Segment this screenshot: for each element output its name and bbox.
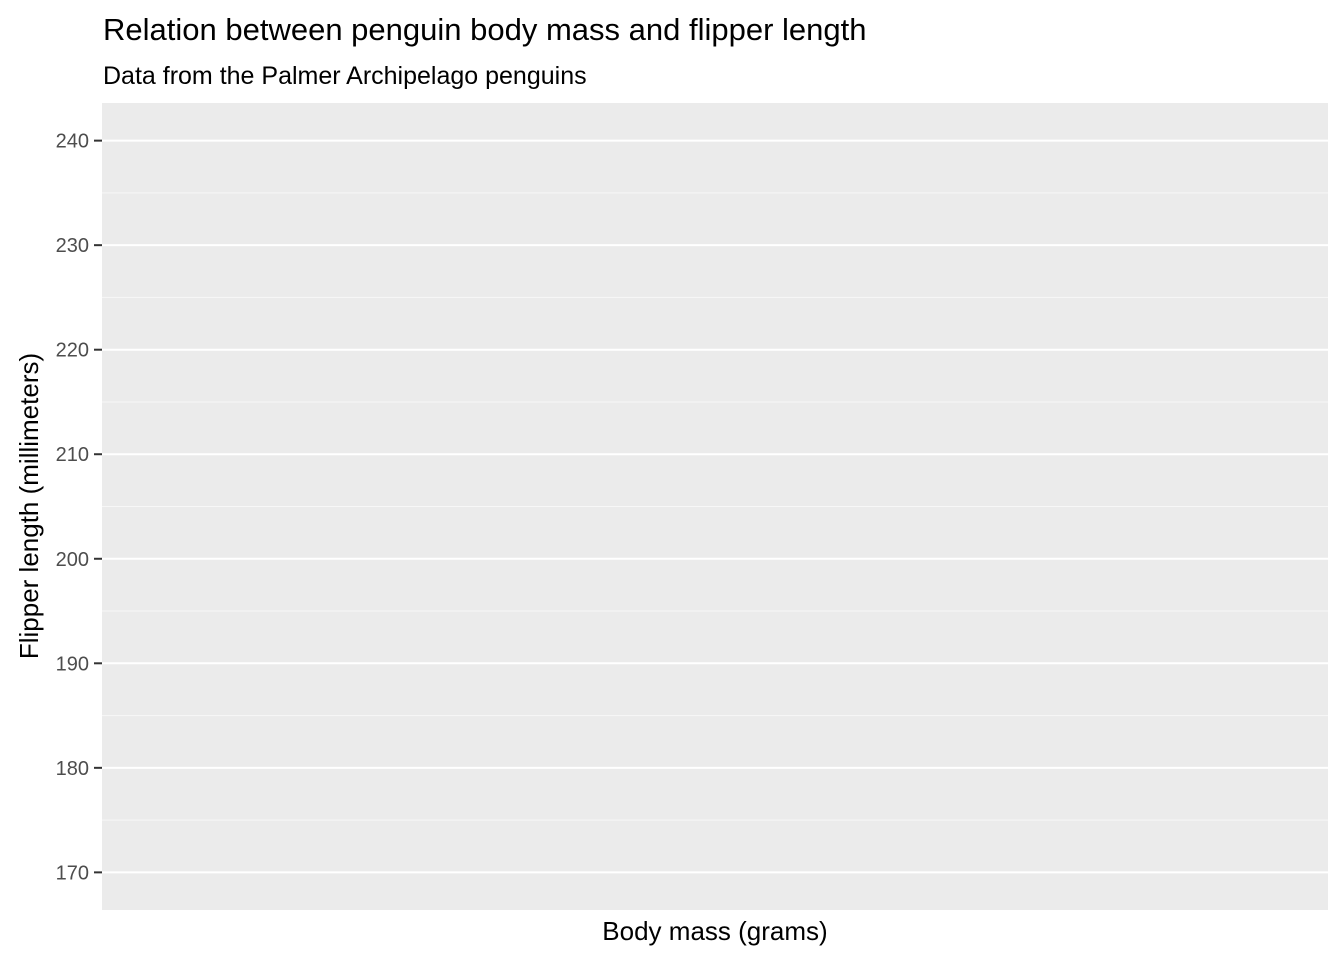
- minor-gridlines: [102, 192, 1328, 821]
- y-tick-label: 230: [56, 235, 89, 257]
- y-tick-label: 240: [56, 131, 89, 153]
- major-gridlines: [102, 139, 1328, 874]
- y-tick-label: 210: [56, 444, 89, 466]
- y-axis-ticks: 170 180 190 200 210 220 230 240: [56, 131, 102, 884]
- y-tick-label: 180: [56, 758, 89, 780]
- y-tick-label: 200: [56, 549, 89, 571]
- chart-title: Relation between penguin body mass and f…: [103, 12, 866, 47]
- chart-subtitle: Data from the Palmer Archipelago penguin…: [103, 62, 587, 90]
- y-tick-label: 190: [56, 653, 89, 675]
- y-tick-label: 170: [56, 862, 89, 884]
- x-axis-label: Body mass (grams): [602, 916, 827, 946]
- y-axis-label: Flipper length (millimeters): [14, 353, 44, 659]
- y-tick-label: 220: [56, 340, 89, 362]
